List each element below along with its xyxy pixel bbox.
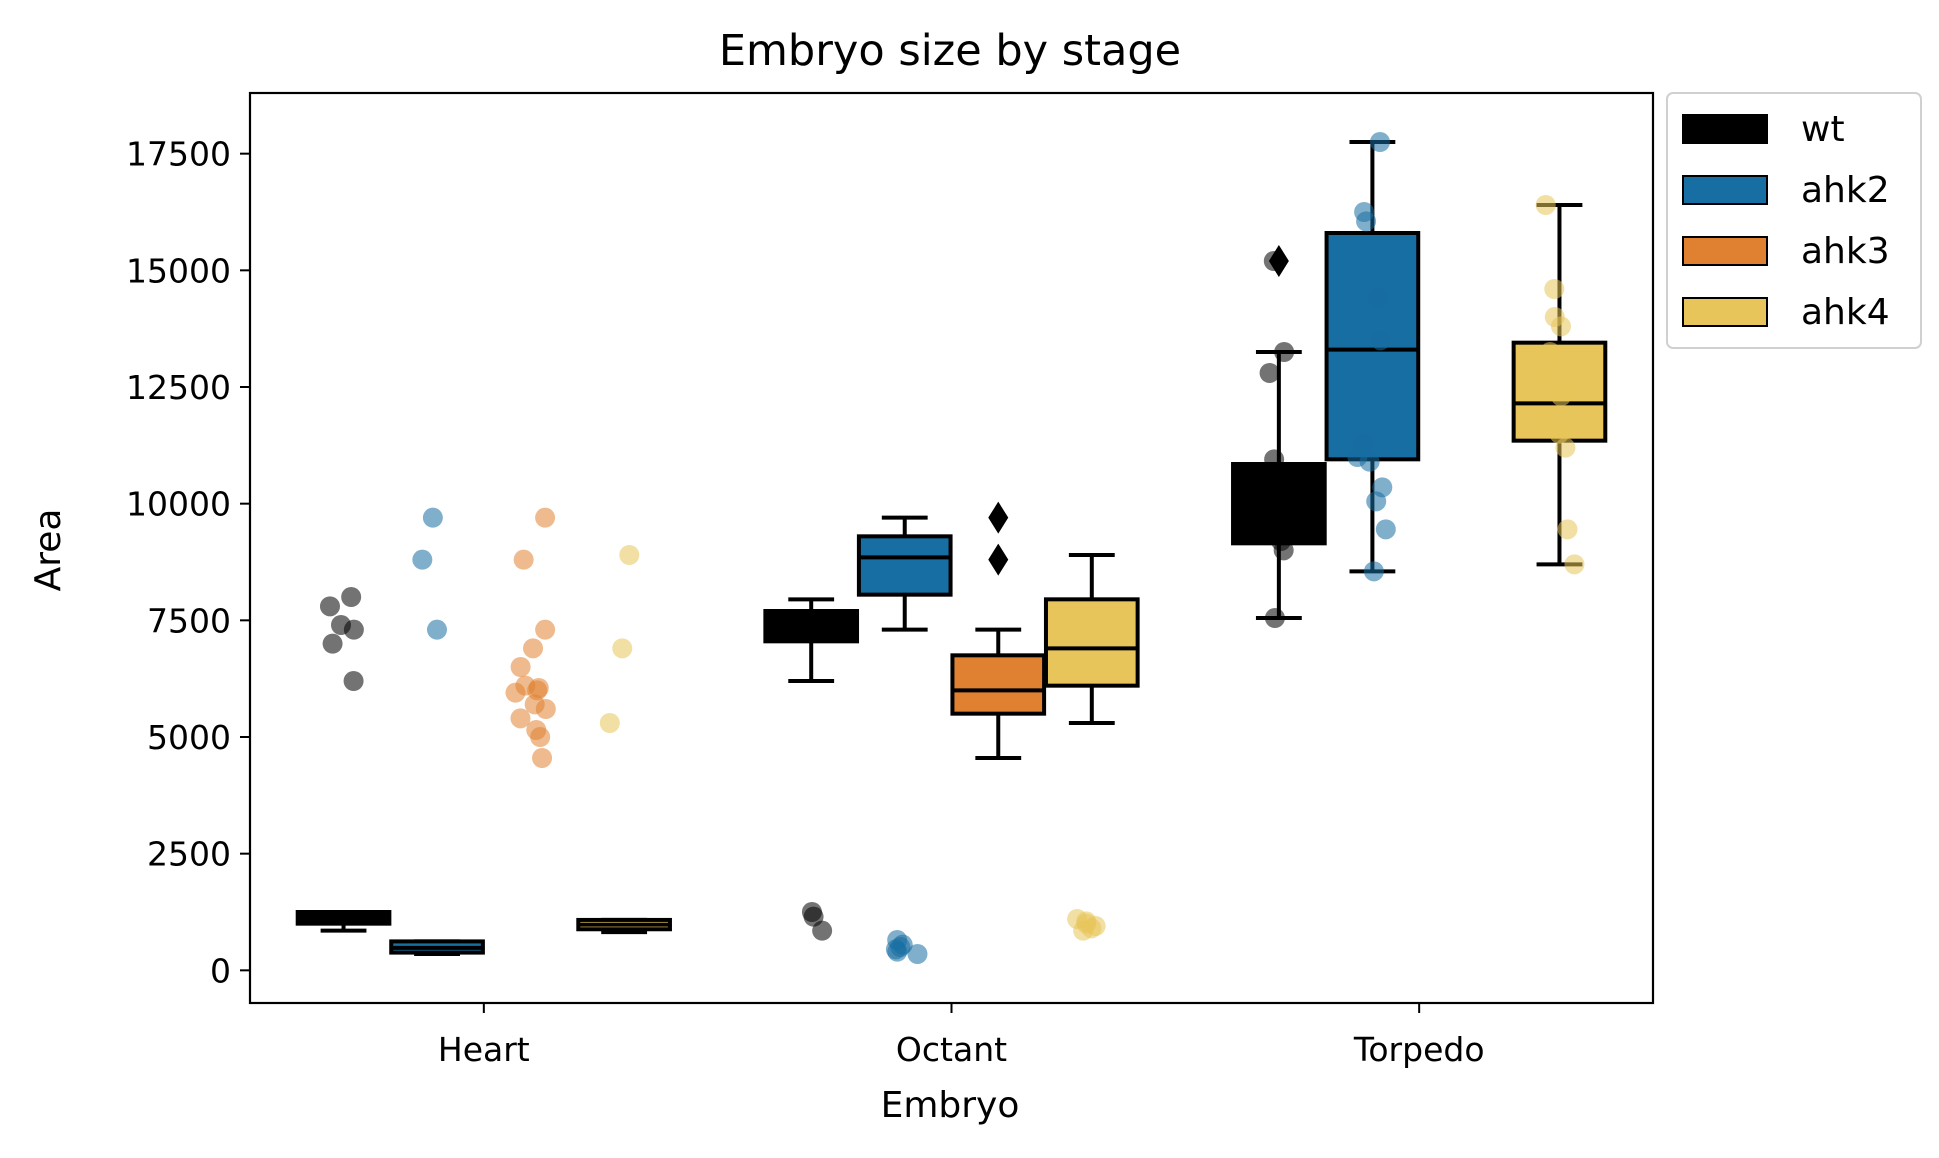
data-point <box>1274 342 1295 362</box>
data-point <box>907 944 928 964</box>
x-axis-label: Embryo <box>881 1085 1020 1126</box>
y-tick-label: 0 <box>210 951 231 990</box>
legend-swatch-ahk4 <box>1682 297 1768 327</box>
legend: wt ahk2 ahk3 ahk4 <box>1666 92 1922 349</box>
data-point <box>513 549 534 570</box>
data-point <box>426 619 447 640</box>
box-ahk3-octant <box>950 501 1047 760</box>
y-tick-label: 2500 <box>147 835 231 874</box>
data-point <box>1264 449 1285 470</box>
box-body <box>856 534 953 597</box>
data-point <box>812 920 833 941</box>
data-point <box>1564 554 1585 575</box>
y-tick-label: 17500 <box>126 135 231 174</box>
box-wt-heart <box>295 910 392 933</box>
data-point <box>619 545 640 565</box>
data-point <box>343 671 364 691</box>
data-point <box>1263 251 1284 271</box>
data-point <box>1368 288 1389 309</box>
legend-swatch-ahk3 <box>1682 236 1768 266</box>
data-point <box>1274 470 1295 491</box>
data-point <box>523 638 544 659</box>
box-wt-octant <box>763 597 860 683</box>
plot-area: 0 2500 5000 7500 10000 12500 15000 17500 Heart Oc… <box>126 91 1655 1069</box>
data-point <box>1363 561 1384 582</box>
box-ahk4-octant <box>1043 553 1140 725</box>
data-point <box>319 596 340 617</box>
outlier-marker <box>988 543 1009 576</box>
data-point <box>535 699 556 719</box>
data-point <box>612 638 633 659</box>
box-body <box>950 653 1047 716</box>
data-point <box>1375 519 1396 540</box>
data-point <box>510 657 531 677</box>
data-point <box>1550 386 1571 407</box>
y-tick-label: 10000 <box>126 485 231 524</box>
box-ahk4-heart <box>576 917 672 935</box>
data-point <box>1557 519 1578 540</box>
data-point <box>1073 920 1094 941</box>
data-point <box>1536 367 1557 388</box>
data-point <box>1544 279 1565 299</box>
legend-label-ahk4: ahk4 <box>1801 292 1890 333</box>
y-tick-label: 15000 <box>126 251 231 290</box>
data-point <box>535 507 556 528</box>
x-tick-label: Heart <box>438 1030 530 1069</box>
x-tick-label: Torpedo <box>1353 1030 1485 1069</box>
data-point <box>341 587 362 607</box>
data-point <box>510 708 531 729</box>
data-point <box>887 941 908 962</box>
data-point <box>1273 540 1294 561</box>
data-point <box>422 507 443 528</box>
outlier-marker <box>988 501 1009 534</box>
data-point <box>322 633 343 654</box>
data-point <box>1540 342 1561 362</box>
data-point <box>1264 608 1285 628</box>
data-point <box>599 713 620 733</box>
y-axis-label: Area <box>28 509 69 592</box>
box-ahk2-heart <box>389 939 485 956</box>
legend-frame <box>1666 92 1922 349</box>
data-point <box>1359 451 1380 472</box>
y-tick-label: 5000 <box>147 718 231 757</box>
data-point <box>1555 437 1576 458</box>
y-tick-label: 7500 <box>147 601 231 640</box>
data-point <box>1259 363 1280 383</box>
legend-label-ahk2: ahk2 <box>1801 170 1890 211</box>
data-point <box>1535 195 1556 215</box>
legend-label-ahk3: ahk3 <box>1801 231 1890 272</box>
data-point <box>535 619 556 640</box>
legend-label-wt: wt <box>1801 109 1845 150</box>
data-point <box>412 549 433 570</box>
legend-swatch-ahk2 <box>1682 175 1768 205</box>
data-point <box>1550 316 1571 337</box>
x-tick-label: Octant <box>896 1030 1007 1069</box>
y-tick-label: 12500 <box>126 368 231 407</box>
chart-title: Embryo size by stage <box>719 26 1181 76</box>
data-point <box>532 748 553 768</box>
data-point <box>505 682 526 703</box>
data-point <box>1369 132 1390 152</box>
data-point <box>343 619 364 640</box>
box-ahk2-octant <box>856 515 953 632</box>
data-point <box>1535 409 1556 430</box>
data-point <box>1366 491 1387 512</box>
legend-swatch-wt <box>1682 114 1768 144</box>
data-point <box>530 727 551 747</box>
box-body <box>1043 597 1140 688</box>
data-point <box>1370 330 1391 351</box>
data-point <box>1356 211 1377 232</box>
